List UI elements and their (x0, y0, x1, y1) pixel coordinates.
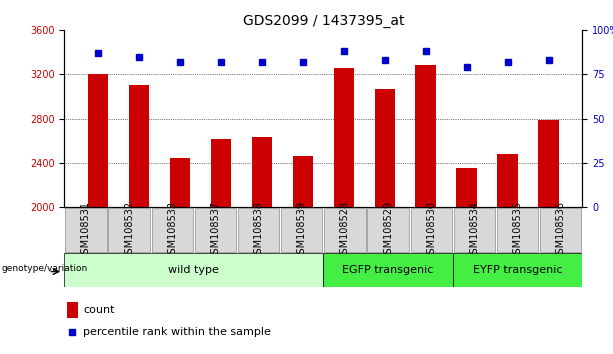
Bar (151, 208, 193, 252)
Bar (129, 85, 150, 207)
Text: GSM108534: GSM108534 (470, 201, 479, 259)
Text: GSM108533: GSM108533 (167, 201, 177, 259)
Text: GSM108537: GSM108537 (210, 200, 221, 260)
Bar (538, 120, 559, 207)
Bar (453, 253, 582, 287)
Text: GSM108539: GSM108539 (297, 201, 306, 259)
Bar (454, 208, 495, 252)
Bar (367, 208, 409, 252)
Text: GSM108538: GSM108538 (254, 201, 264, 259)
Bar (540, 208, 582, 252)
Bar (375, 89, 395, 207)
Bar (324, 253, 453, 287)
Bar (64, 253, 324, 287)
Title: GDS2099 / 1437395_at: GDS2099 / 1437395_at (243, 14, 404, 28)
Bar (170, 159, 190, 207)
Text: EGFP transgenic: EGFP transgenic (343, 265, 434, 275)
Bar (281, 208, 322, 252)
Bar (292, 156, 313, 207)
Bar (457, 169, 477, 207)
Text: genotype/variation: genotype/variation (1, 264, 88, 273)
Bar (252, 137, 272, 207)
Bar (324, 208, 366, 252)
Bar (65, 208, 107, 252)
Text: count: count (83, 305, 115, 315)
Bar (211, 138, 231, 207)
Bar (497, 154, 518, 207)
Text: GSM108532: GSM108532 (124, 200, 134, 260)
Bar (195, 208, 236, 252)
Bar (88, 74, 109, 207)
Text: percentile rank within the sample: percentile rank within the sample (83, 327, 271, 337)
Bar (67, 302, 78, 318)
Bar (411, 208, 452, 252)
Text: GSM108529: GSM108529 (383, 200, 393, 260)
Bar (109, 208, 150, 252)
Text: GSM108536: GSM108536 (556, 201, 566, 259)
Text: wild type: wild type (169, 265, 219, 275)
Text: GSM108528: GSM108528 (340, 200, 350, 260)
Text: GSM108530: GSM108530 (426, 201, 436, 259)
Bar (333, 68, 354, 207)
Text: GSM108535: GSM108535 (512, 200, 523, 260)
Text: GSM108531: GSM108531 (81, 201, 91, 259)
Bar (238, 208, 280, 252)
Bar (416, 65, 436, 207)
Bar (497, 208, 538, 252)
Text: EYFP transgenic: EYFP transgenic (473, 265, 562, 275)
